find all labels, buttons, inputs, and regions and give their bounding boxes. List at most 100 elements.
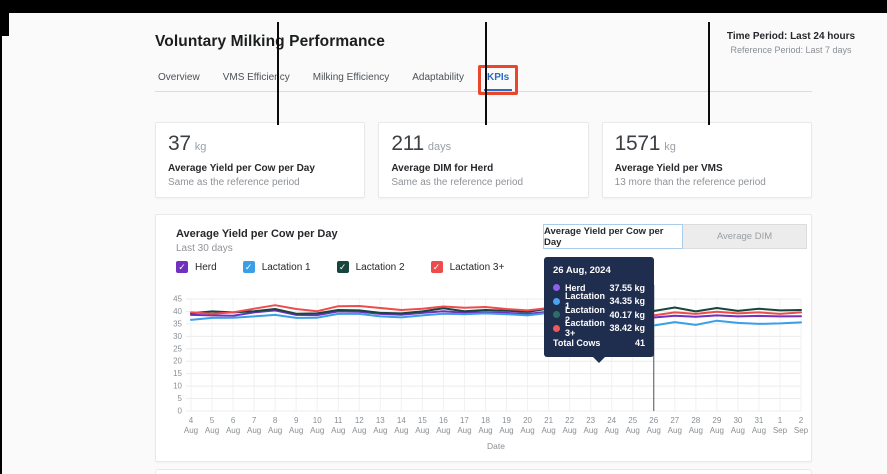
x-tick-label: Aug xyxy=(752,426,766,435)
x-tick-label: Sep xyxy=(794,426,809,435)
x-tick-label: 9 xyxy=(294,416,299,425)
time-period-label: Time Period: Last 24 hours xyxy=(726,31,856,42)
y-tick-label: 5 xyxy=(178,394,183,403)
x-tick-label: Aug xyxy=(584,426,598,435)
kpi-card-average-dim-for-herd: 211 days Average DIM for Herd Same as the r… xyxy=(378,122,589,198)
checkbox-checked-icon[interactable]: ✓ xyxy=(176,261,188,273)
top-left-black-block xyxy=(0,0,9,36)
tab-adaptability[interactable]: Adaptability xyxy=(412,72,464,83)
kpi-cards-row: 37 kg Average Yield per Cow per Day Same as… xyxy=(155,122,812,198)
tooltip-row-lactation-1: Lactation 1 34.35 kg xyxy=(553,291,645,311)
tab-milking-efficiency[interactable]: Milking Efficiency xyxy=(312,72,390,83)
checkbox-checked-icon[interactable]: ✓ xyxy=(242,261,255,273)
page-title: Voluntary Milking Performance xyxy=(155,33,385,50)
tooltip-total-label: Total Cows xyxy=(553,337,601,348)
kpi-card-average-yield-per-vms: 1571 kg Average Yield per VMS 13 more than … xyxy=(601,122,812,198)
legend-item-herd[interactable]: ✓ Herd xyxy=(176,261,217,273)
x-tick-label: Aug xyxy=(626,426,640,435)
tooltip-rows: Herd 37.55 kg Lactation 1 34.35 kg Lactation… xyxy=(553,281,645,338)
tooltip-total-row: Total Cows 41 xyxy=(553,336,645,350)
kpi-value-row: 37 kg xyxy=(168,132,352,156)
x-tick-label: 27 xyxy=(670,416,679,425)
tooltip-series-value: 38.42 kg xyxy=(609,323,645,334)
tooltip-date: 26 Aug, 2024 xyxy=(553,265,611,276)
annotation-line-3 xyxy=(708,22,710,125)
x-tick-label: 24 xyxy=(607,416,616,425)
y-tick-label: 15 xyxy=(173,369,182,378)
x-tick-label: Aug xyxy=(563,426,577,435)
kpi-label: Average Yield per Cow per Day xyxy=(168,163,315,174)
tooltip-row-herd: Herd 37.55 kg xyxy=(553,281,645,295)
x-tick-label: Aug xyxy=(436,426,450,435)
tabs-divider xyxy=(155,91,812,92)
kpi-label: Average DIM for Herd xyxy=(391,163,494,174)
x-tick-label: Aug xyxy=(394,426,408,435)
checkbox-checked-icon[interactable]: ✓ xyxy=(336,261,349,273)
x-tick-label: Aug xyxy=(668,426,682,435)
x-tick-label: 1 xyxy=(778,416,783,425)
x-tick-label: 12 xyxy=(355,416,364,425)
x-tick-label: Aug xyxy=(310,426,324,435)
x-tick-label: Aug xyxy=(605,426,619,435)
series-line-herd xyxy=(190,309,802,321)
next-panel-top-edge xyxy=(155,469,812,474)
x-tick-label: Aug xyxy=(331,426,345,435)
legend-label: Herd xyxy=(195,261,217,273)
x-tick-label: Aug xyxy=(184,426,198,435)
y-tick-label: 35 xyxy=(173,319,182,328)
checkbox-checked-icon[interactable]: ✓ xyxy=(430,261,443,273)
kpi-card-average-yield-per-cow-per-day: 37 kg Average Yield per Cow per Day Same as… xyxy=(155,122,366,198)
chart-tooltip: 26 Aug, 2024 Herd 37.55 kg Lactation 1 34.3… xyxy=(544,257,654,362)
tab-overview[interactable]: Overview xyxy=(158,72,200,83)
x-tick-label: 25 xyxy=(628,416,637,425)
tab-vms-efficiency[interactable]: VMS Efficiency xyxy=(222,72,290,83)
x-tick-label: Sep xyxy=(773,426,788,435)
legend-item-lactation-1[interactable]: ✓ Lactation 1 xyxy=(242,261,311,273)
x-tick-label: 20 xyxy=(523,416,532,425)
x-tick-label: Aug xyxy=(247,426,261,435)
tooltip-series-label: Lactation 3+ xyxy=(565,318,606,339)
x-tick-label: Aug xyxy=(373,426,387,435)
x-tick-label: 14 xyxy=(397,416,406,425)
toggle-average-dim[interactable]: Average DIM xyxy=(683,224,807,249)
time-period-block: Time Period: Last 24 hours Reference Per… xyxy=(712,31,870,55)
kpis-tab-highlight-annotation xyxy=(477,65,519,95)
tooltip-row-lactation-3: Lactation 3+ 38.42 kg xyxy=(553,318,645,338)
tooltip-series-value: 37.55 kg xyxy=(609,282,645,293)
line-chart-canvas[interactable]: 4Aug5Aug6Aug7Aug8Aug9Aug10Aug11Aug12Aug1… xyxy=(156,215,813,463)
left-black-edge xyxy=(0,0,2,474)
x-tick-label: 6 xyxy=(231,416,236,425)
series-line-lactation-3 xyxy=(190,304,802,317)
tab-active-underline xyxy=(483,89,513,91)
x-tick-label: 2 xyxy=(799,416,804,425)
x-tick-label: Aug xyxy=(478,426,492,435)
kpi-comparison: Same as the reference period xyxy=(391,177,524,188)
x-tick-label: Aug xyxy=(415,426,429,435)
x-tick-label: 5 xyxy=(210,416,215,425)
kpi-unit: kg xyxy=(194,141,207,153)
chart-title: Average Yield per Cow per Day xyxy=(176,228,338,240)
chart-toggle-group: Average Yield per Cow per Day Average DIM xyxy=(543,224,807,249)
chart-legend: ✓ Herd ✓ Lactation 1 ✓ Lactation 2 ✓ Lactation … xyxy=(176,261,504,273)
reference-period-label: Reference Period: Last 7 days xyxy=(730,45,852,55)
legend-item-lactation-3[interactable]: ✓ Lactation 3+ xyxy=(430,261,504,273)
legend-item-lactation-2[interactable]: ✓ Lactation 2 xyxy=(336,261,405,273)
series-line-lactation-2 xyxy=(190,306,802,322)
tab-kpis[interactable]: KPIs xyxy=(477,65,519,95)
y-tick-label: 10 xyxy=(173,382,182,391)
x-tick-label: 4 xyxy=(189,416,194,425)
tooltip-series-label: Herd xyxy=(565,282,586,293)
x-tick-label: Aug xyxy=(731,426,745,435)
y-tick-label: 45 xyxy=(173,295,182,304)
x-tick-label: Aug xyxy=(205,426,219,435)
kpi-comparison: Same as the reference period xyxy=(168,177,300,188)
x-tick-label: Aug xyxy=(710,426,724,435)
kpi-comparison: 13 more than the reference period xyxy=(614,177,766,188)
x-tick-label: Aug xyxy=(352,426,366,435)
toggle-average-yield-per-cow-per-day[interactable]: Average Yield per Cow per Day xyxy=(543,224,683,249)
y-tick-label: 30 xyxy=(173,332,182,341)
kpi-label: Average Yield per VMS xyxy=(614,163,723,174)
x-tick-label: 11 xyxy=(334,416,343,425)
x-tick-label: 22 xyxy=(565,416,574,425)
